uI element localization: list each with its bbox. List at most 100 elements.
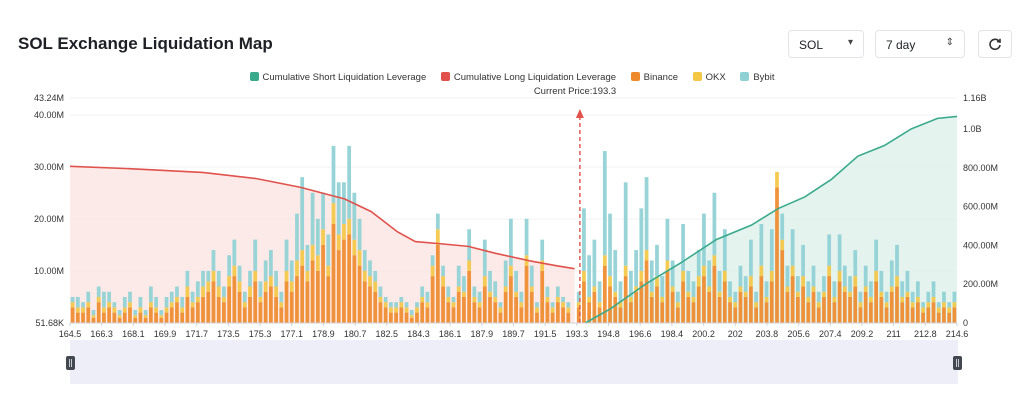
bar-binance [806,302,811,323]
x-tick-label: 189.7 [502,329,525,339]
bar-okx [477,302,482,308]
legend-item[interactable]: Cumulative Long Liquidation Leverage [440,72,616,83]
bar-binance [232,276,237,323]
bar-bybit [415,302,419,308]
bar-binance [665,270,670,323]
bar-bybit [399,296,404,303]
bar-okx [409,315,414,318]
legend-item[interactable]: Binance [630,72,678,83]
bar-bybit [279,291,284,303]
y-left-tick-label: 30.00M [34,162,64,172]
bar-okx [660,296,665,303]
legend-item[interactable]: Bybit [740,72,774,83]
legend-label: Binance [643,72,678,83]
bar-bybit [597,281,602,303]
bar-bybit [122,296,127,308]
bar-binance [190,307,195,323]
bar-bybit [289,260,294,282]
bar-bybit [895,244,899,277]
bar-binance [420,302,425,323]
bar-bybit [258,281,263,297]
refresh-button[interactable] [978,30,1012,58]
x-tick-label: 186.1 [439,329,462,339]
bar-bybit [806,281,811,297]
bar-binance [644,260,649,323]
bar-okx [691,296,696,303]
bar-binance [759,276,764,323]
bar-binance [248,296,252,323]
y-right-tick-label: 1.0B [963,124,982,134]
bar-binance [274,296,278,323]
bar-binance [415,312,419,323]
bar-bybit [863,265,868,287]
bar-okx [305,270,310,282]
legend-item[interactable]: OKX [692,72,726,83]
bar-binance [785,291,790,323]
bar-binance [279,307,284,323]
bar-bybit [326,234,331,266]
bar-binance [769,281,774,323]
bar-binance [451,307,456,323]
bar-bybit [535,302,539,308]
bar-bybit [592,239,597,287]
bar-bybit [430,255,435,266]
symbol-select[interactable]: SOL ▾ [788,30,864,58]
legend-swatch [740,72,750,81]
liquidation-chart[interactable]: 51.68K 10.00M 20.00M 30.00M 40.00M 43.24M 0 200… [0,0,1024,340]
bar-bybit [342,182,346,225]
bar-binance [869,302,873,323]
bar-binance [148,307,153,323]
bar-binance [764,302,769,323]
bar-binance [336,250,341,323]
bar-okx [670,286,675,292]
bar-bybit [519,291,524,303]
range-end-handle[interactable] [953,356,962,370]
bar-binance [900,302,905,323]
bar-bybit [529,265,534,287]
bar-binance [790,276,795,323]
bar-okx [535,307,539,313]
bar-binance [425,307,430,323]
bar-okx [649,291,654,297]
legend-item[interactable]: Cumulative Short Liquidation Leverage [249,72,426,83]
bar-binance [545,302,550,323]
bar-binance [921,312,925,323]
bar-binance [441,286,445,323]
bar-binance [550,312,555,323]
y-left-tick-label: 10.00M [34,266,64,276]
bar-binance [357,265,362,323]
bar-binance [874,281,879,323]
bar-binance [524,265,529,323]
range-slider-track[interactable] [70,340,958,384]
bar-binance [775,187,779,323]
bar-okx [133,315,138,318]
bar-bybit [707,260,712,287]
bar-bybit [493,281,498,297]
bar-okx [795,291,800,297]
range-start-handle[interactable] [66,356,75,370]
bar-okx [81,307,85,313]
bar-bybit [321,192,325,230]
bar-binance [362,281,367,323]
bar-bybit [117,309,122,316]
bar-okx [592,286,597,292]
range-select[interactable]: 7 day ⇕ [875,30,965,58]
bar-bybit [947,302,952,308]
bar-okx [347,218,352,235]
bar-okx [942,302,946,308]
bar-bybit [462,276,466,292]
bar-binance [446,302,451,323]
bar-bybit [936,302,941,308]
bar-okx [75,307,80,313]
legend-swatch [249,72,259,81]
bar-okx [707,286,712,292]
bar-okx [164,307,169,313]
bar-bybit [451,296,456,303]
bar-bybit [503,260,508,287]
bar-bybit [368,260,372,277]
bar-bybit [154,296,158,308]
bar-binance [331,224,336,323]
bar-binance [409,317,414,323]
bar-bybit [274,270,278,287]
bar-bybit [785,265,790,287]
